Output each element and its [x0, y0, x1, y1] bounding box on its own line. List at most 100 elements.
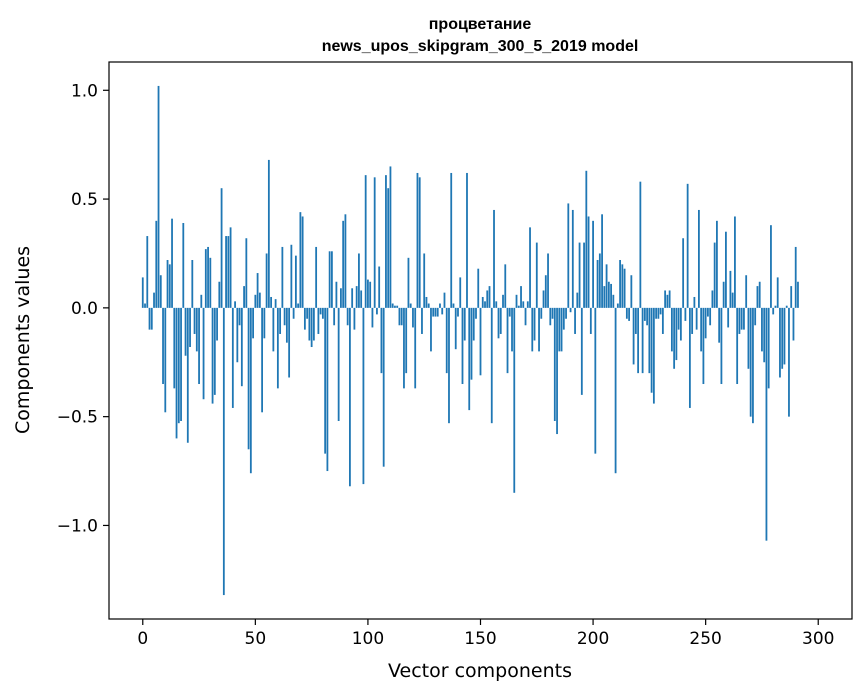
bar: [340, 288, 342, 308]
bar: [234, 301, 236, 308]
bar: [186, 307, 189, 443]
bar: [222, 307, 225, 596]
bar: [441, 307, 444, 315]
bar: [157, 85, 160, 308]
bar: [772, 307, 775, 315]
x-axis-label: Vector components: [388, 660, 572, 682]
bar: [779, 307, 781, 378]
bar: [276, 307, 279, 389]
bar: [502, 294, 504, 308]
bar: [605, 264, 608, 308]
bar: [448, 307, 450, 424]
bar: [434, 307, 437, 317]
bar: [648, 307, 651, 374]
bar: [344, 214, 347, 308]
bar: [479, 307, 482, 376]
bar: [400, 307, 403, 326]
x-tick-label: 0: [137, 629, 148, 649]
bar: [470, 307, 473, 380]
bar: [630, 275, 633, 308]
bar: [398, 307, 401, 326]
bar: [745, 275, 748, 308]
bar: [258, 292, 261, 308]
bar: [299, 212, 302, 308]
x-tick-label: 150: [464, 629, 496, 649]
bar: [549, 307, 552, 326]
bar: [238, 307, 241, 326]
bar: [331, 251, 333, 308]
bar: [621, 264, 624, 308]
x-tick-label: 200: [577, 629, 609, 649]
bar: [752, 307, 754, 424]
bar: [207, 246, 209, 308]
bar: [144, 303, 146, 308]
bar: [567, 203, 570, 308]
bar: [490, 307, 493, 424]
bar: [646, 307, 649, 326]
bar: [362, 307, 365, 485]
bar: [358, 253, 360, 308]
bar: [310, 307, 313, 348]
bar: [229, 227, 232, 308]
bar: [711, 290, 714, 308]
bar: [148, 307, 151, 330]
bar: [765, 307, 768, 541]
bar: [722, 281, 725, 308]
bar: [585, 170, 588, 308]
bar: [743, 307, 745, 330]
bar: [162, 307, 164, 385]
bar: [270, 296, 273, 308]
bar: [529, 227, 531, 308]
bar: [668, 290, 671, 308]
bar: [731, 292, 734, 308]
bar: [702, 307, 705, 385]
bar: [574, 307, 576, 334]
plot-area-frame: [108, 61, 853, 620]
bar: [493, 209, 495, 308]
bar: [328, 251, 331, 308]
bar: [641, 307, 644, 374]
bar: [369, 281, 372, 308]
bar: [308, 307, 311, 341]
bar: [164, 307, 167, 413]
bar: [488, 286, 491, 308]
bar: [551, 307, 554, 319]
bar: [175, 307, 178, 439]
y-axis-label: Components values: [12, 246, 34, 434]
bar: [767, 307, 770, 389]
bar: [504, 264, 507, 308]
bar: [499, 307, 502, 334]
bar: [770, 225, 772, 308]
bar: [664, 290, 667, 308]
bar: [538, 307, 540, 352]
bar: [794, 246, 797, 308]
bar: [691, 307, 694, 334]
bar: [749, 307, 752, 417]
bar: [758, 281, 761, 308]
bar: [515, 294, 518, 308]
bar: [247, 307, 250, 450]
bar: [612, 294, 615, 308]
chart-title-line-2: news_upos_skipgram_300_5_2019 model: [322, 38, 639, 55]
y-tick-label: 1.0: [71, 81, 98, 101]
bar: [614, 307, 617, 474]
bar: [457, 307, 459, 317]
bar: [628, 307, 630, 321]
bar: [439, 303, 441, 308]
bar: [616, 303, 619, 308]
bar: [443, 292, 446, 308]
bar: [405, 307, 408, 374]
bar: [698, 209, 700, 308]
bar: [511, 307, 513, 352]
bar: [243, 286, 245, 308]
bar: [432, 307, 435, 317]
bar: [688, 307, 691, 408]
bar: [533, 307, 536, 341]
bar: [193, 307, 196, 334]
bar: [380, 307, 383, 374]
bar: [684, 307, 687, 321]
bar: [506, 307, 509, 374]
bar: [587, 216, 590, 308]
bar: [556, 307, 558, 435]
bar: [560, 307, 563, 352]
